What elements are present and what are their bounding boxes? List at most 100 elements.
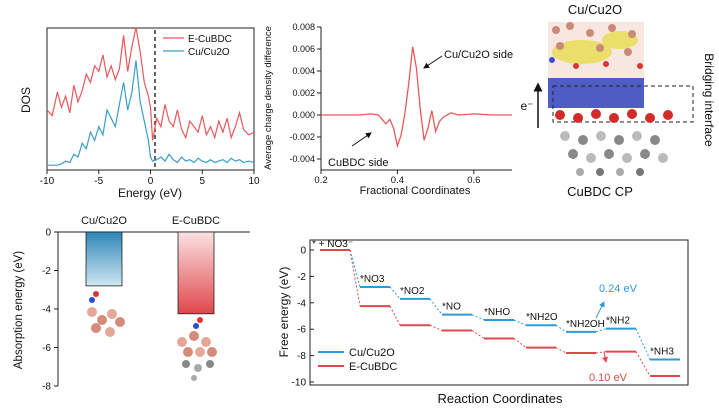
dos-x-tick-label: -5: [94, 176, 103, 187]
illustration-title: Cu/Cu2O: [568, 2, 622, 17]
bridging-interface-box: [552, 85, 694, 123]
step-label-7: *NH2: [606, 316, 630, 327]
charge-x-tick-label: 0.6: [467, 175, 480, 186]
absorption-y-tick-label: -8: [42, 382, 51, 393]
cu-cluster-atoms: [548, 22, 644, 78]
dos-panel: -10 -5 0 5 10 Energy (eV) DOS E-CuBDC Cu/Cu2…: [19, 27, 260, 200]
connector-cu-cu2o-7: [635, 328, 651, 360]
connector-cu-cu2o-3: [471, 314, 485, 321]
free-energy-legend: Cu/Cu2O E-CuBDC: [318, 347, 397, 373]
free-energy-y-tick-label: -8: [297, 351, 306, 362]
free-energy-y-tick-label: -4: [297, 298, 306, 309]
charge-xlabel: Fractional Coordinates: [360, 185, 471, 197]
free-energy-step-labels: * + NO3⁻ *NO3 *NO2 *NO *NHO *NH2O *NH2OH *NH2 *N…: [312, 239, 674, 358]
connector-cu-cu2o-1: [389, 286, 401, 300]
dos-x-ticks: -10 -5 0 5 10: [40, 170, 260, 187]
connector-cu-cu2o-0: [349, 249, 361, 288]
dos-series-e-cubdc: [46, 27, 255, 141]
dos-x-tick-label: 10: [248, 176, 260, 187]
step-label-5: *NH2O: [526, 312, 558, 323]
charge-y-tick-label: 0.004: [292, 66, 315, 76]
connector-e-cubdc-6: [595, 351, 607, 354]
absorption-category-cu-cu2o: Cu/Cu2O: [81, 215, 127, 227]
charge-y-tick-label: 0.008: [292, 22, 315, 32]
connector-cu-cu2o-4: [513, 319, 527, 326]
free-energy-legend-e-cubdc: E-CuBDC: [349, 361, 397, 373]
charge-annotation-arrow-bottom: [351, 132, 372, 147]
connector-cu-cu2o-6: [595, 328, 607, 333]
connector-e-cubdc-7: [635, 351, 651, 377]
barrier-arrow-cu-cu2o: [595, 301, 605, 319]
step-label-6: *NH2OH: [566, 319, 605, 330]
free-energy-y-tick-label: 0: [300, 246, 306, 257]
dos-ylabel: DOS: [19, 87, 33, 113]
charge-y-tick-label: -0.002: [289, 132, 315, 142]
adsorbed-cluster-e-cubdc: [177, 317, 217, 381]
step-label-2: *NO2: [400, 286, 425, 297]
barrier-label-cu-cu2o: 0.24 eV: [599, 283, 638, 295]
charge-annotation-cu-side: Cu/Cu2O side: [444, 49, 513, 61]
dos-series-cu-cu2o: [47, 60, 255, 166]
connector-e-cubdc-0: [349, 249, 361, 307]
charge-y-tick-label: 0.006: [292, 44, 315, 54]
barrier-arrow-e-cubdc: [602, 351, 608, 363]
connector-e-cubdc-3: [471, 330, 485, 339]
free-energy-y-tick-label: -2: [297, 272, 306, 283]
dos-x-tick-label: 5: [199, 176, 205, 187]
absorption-category-e-cubdc: E-CuBDC: [172, 215, 220, 227]
free-energy-y-tick-label: -6: [297, 325, 306, 336]
dos-legend: E-CuBDC Cu/Cu2O: [163, 34, 232, 58]
charge-y-tick-label: 0.002: [292, 88, 315, 98]
absorption-bar-e-cubdc: [177, 231, 215, 315]
dos-legend-e-cubdc: E-CuBDC: [188, 34, 232, 45]
absorption-y-tick-label: 0: [45, 228, 51, 239]
charge-y-tick-label: 0.000: [292, 110, 315, 120]
free-energy-frame: [309, 239, 689, 386]
free-energy-legend-cu-cu2o: Cu/Cu2O: [349, 347, 395, 359]
charge-y-ticks: -0.004 -0.002 0.000 0.002 0.004 0.006 0.008: [289, 22, 321, 164]
cubdc-layer-atoms: [555, 109, 673, 176]
step-label-1: *NO3: [360, 274, 385, 285]
absorption-y-tick-label: -6: [42, 343, 51, 354]
absorption-y-ticks: 0 -2 -4 -6 -8: [42, 228, 58, 393]
dos-legend-cu-cu2o: Cu/Cu2O: [188, 47, 230, 58]
connector-e-cubdc-4: [513, 338, 527, 349]
illustration-subtitle: CuBDC CP: [567, 184, 633, 199]
absorption-ylabel: Absorption energy (eV): [13, 251, 25, 369]
interface-illustration: Cu/Cu2O e⁻: [520, 2, 716, 199]
charge-ylabel: Average charge density difference: [263, 26, 274, 170]
dos-x-tick-label: -10: [40, 176, 55, 187]
barrier-label-e-cubdc: 0.10 eV: [589, 372, 628, 384]
charge-x-tick-label: 0.2: [314, 175, 327, 186]
free-energy-steps: [320, 249, 680, 378]
connector-e-cubdc-2: [429, 324, 443, 331]
connector-e-cubdc-1: [389, 305, 401, 326]
interface-density-band: [548, 78, 644, 108]
free-energy-y-ticks: 0 -2 -4 -6 -8 -10: [292, 246, 314, 389]
charge-x-tick-label: 0.4: [391, 175, 404, 186]
charge-annotation-cubdc-side: CuBDC side: [328, 157, 389, 169]
free-energy-y-tick-label: -10: [292, 378, 307, 389]
charge-panel: -0.004 -0.002 0.000 0.002 0.004 0.006 0.008 0.…: [263, 22, 513, 197]
step-label-8: *NH3: [650, 347, 674, 358]
free-energy-ylabel: Free energy (eV): [277, 267, 291, 358]
charge-series: [321, 46, 512, 149]
bridging-interface-label: Bridging interface: [702, 53, 716, 147]
step-label-3: *NO: [442, 302, 461, 313]
dos-xlabel: Energy (eV): [118, 186, 182, 200]
free-energy-panel: 0 -2 -4 -6 -8 -10 * + NO3⁻ *NO3 *NO2 *NO *NHO *NH2…: [277, 239, 689, 406]
adsorbed-cluster-cu-cu2o: [87, 291, 125, 337]
absorption-y-tick-label: -4: [42, 305, 51, 316]
charge-x-ticks: 0.2 0.4 0.6: [314, 170, 480, 186]
absorption-y-tick-label: -2: [42, 266, 51, 277]
electron-label: e⁻: [520, 99, 533, 113]
free-energy-xlabel: Reaction Coordinates: [437, 391, 563, 406]
step-label-4: *NHO: [484, 307, 510, 318]
charge-y-tick-label: -0.004: [289, 154, 315, 164]
connector-cu-cu2o-2: [429, 298, 443, 315]
step-label-0: * + NO3⁻: [312, 239, 353, 250]
absorption-panel: 0 -2 -4 -6 -8 Cu/Cu2O E-CuBDC Absorption ene…: [13, 215, 250, 393]
absorption-bar-cu-cu2o: [85, 231, 123, 287]
charge-annotation-arrow-top: [423, 55, 443, 69]
